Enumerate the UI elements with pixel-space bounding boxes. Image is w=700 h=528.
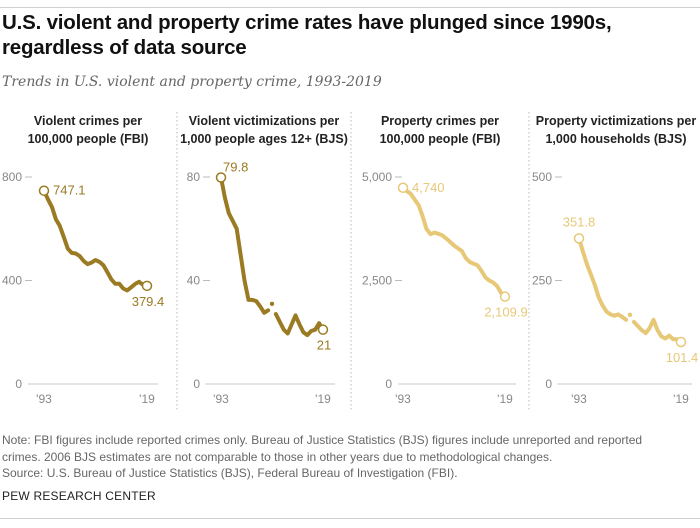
panel-title-property-bjs: Property victimizations per 1,000 househ… <box>528 112 700 148</box>
start-data-label: 747.1 <box>53 183 86 198</box>
end-data-label: 2,109.9 <box>484 305 527 320</box>
y-tick-label: 0 <box>15 377 22 391</box>
x-tick-label: '19 <box>673 392 689 406</box>
panel-title-line: Violent victimizations per <box>188 114 340 128</box>
panel-title-line: Violent crimes per <box>33 114 143 128</box>
y-tick-label: 500 <box>532 170 552 184</box>
y-tick-label: 40 <box>187 274 201 288</box>
note-line: crimes. 2006 BJS estimates are not compa… <box>2 449 553 464</box>
source-line: Source: U.S. Bureau of Justice Statistic… <box>2 466 458 480</box>
y-tick-label: 5,000 <box>362 170 392 184</box>
start-point-marker <box>397 182 409 194</box>
chart-title: U.S. violent and property crime rates ha… <box>2 11 612 59</box>
chart-subtitle: Trends in U.S. violent and property crim… <box>2 74 382 90</box>
y-tick-label: 250 <box>532 274 552 288</box>
panel-title-line: Property victimizations per <box>535 114 697 128</box>
end-data-label: 379.4 <box>132 294 165 309</box>
end-point-marker <box>499 291 511 302</box>
panel-title-line: 100,000 people (FBI) <box>379 132 501 146</box>
panel-title-line: 1,000 households (BJS) <box>545 132 687 146</box>
end-data-label: 21 <box>317 338 331 353</box>
x-tick-label: '19 <box>497 392 513 406</box>
y-tick-label: 400 <box>2 274 22 288</box>
y-tick-label: 80 <box>187 170 201 184</box>
x-tick-label: '93 <box>36 392 52 406</box>
series-line <box>273 312 325 338</box>
panel-title-line: 100,000 people (FBI) <box>27 132 149 146</box>
panel-title-violent-fbi: Violent crimes per 100,000 people (FBI) <box>0 112 176 148</box>
brand-logo-text: PEW RESEARCH CENTER <box>2 489 156 503</box>
panel-title-violent-bjs: Violent victimizations per 1,000 people … <box>176 112 352 148</box>
x-tick-label: '93 <box>395 392 411 406</box>
x-tick-label: '93 <box>571 392 587 406</box>
start-point-marker <box>38 185 50 196</box>
start-point-marker <box>215 172 227 183</box>
x-tick-label: '93 <box>213 392 229 406</box>
y-tick-label: 0 <box>385 377 392 391</box>
start-point-marker <box>573 233 585 244</box>
series-line <box>577 236 629 322</box>
series-line <box>631 317 683 344</box>
separate-2006-point <box>269 301 275 306</box>
start-data-label: 79.8 <box>223 160 248 175</box>
start-data-label: 4,740 <box>412 180 445 195</box>
note-line: Note: FBI figures include reported crime… <box>2 433 643 447</box>
series-line <box>401 185 507 299</box>
end-data-label: 101.4 <box>666 350 699 365</box>
top-rule <box>0 7 700 8</box>
series-line <box>42 188 149 293</box>
y-tick-label: 2,500 <box>362 274 392 288</box>
notes: Note: FBI figures include reported crime… <box>2 432 642 482</box>
x-tick-label: '19 <box>315 392 331 406</box>
series-line <box>219 175 271 315</box>
panel-title-property-fbi: Property crimes per 100,000 people (FBI) <box>352 112 528 148</box>
end-point-marker <box>317 324 329 335</box>
start-data-label: 351.8 <box>563 214 596 229</box>
end-point-marker <box>141 280 153 292</box>
bottom-rule <box>0 518 700 519</box>
x-tick-label: '19 <box>139 392 155 406</box>
y-tick-label: 0 <box>193 377 200 391</box>
separate-2006-point <box>627 312 633 318</box>
end-point-marker <box>675 336 687 348</box>
y-tick-label: 800 <box>2 170 22 184</box>
y-tick-label: 0 <box>545 377 552 391</box>
panel-title-line: Property crimes per <box>380 114 500 128</box>
panel-title-line: 1,000 people ages 12+ (BJS) <box>180 132 348 146</box>
